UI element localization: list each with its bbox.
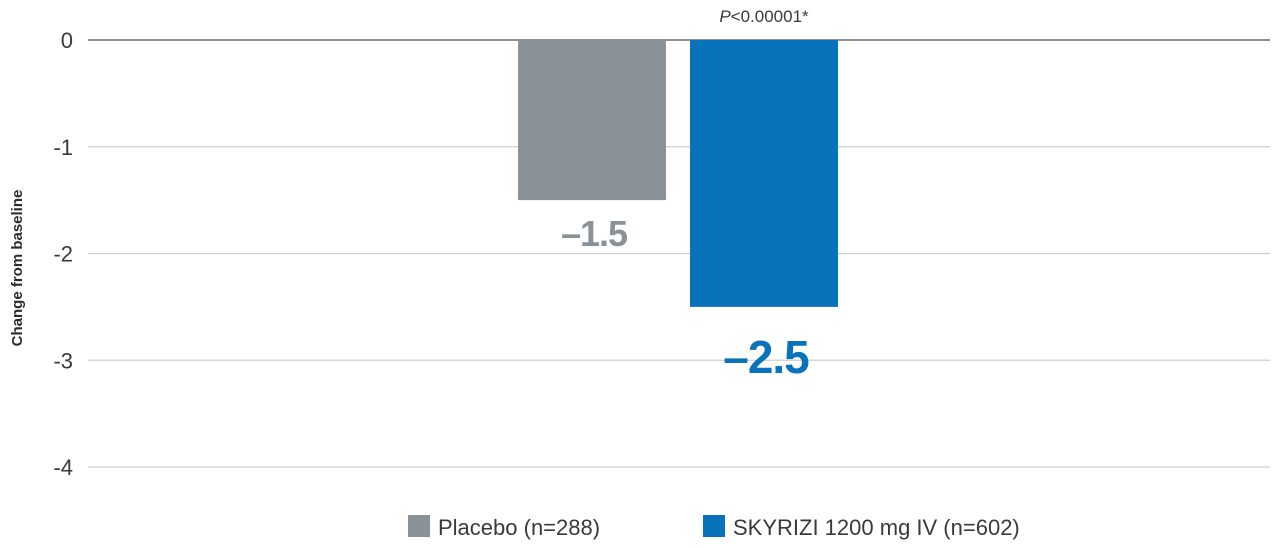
p-value: <0.00001* [731, 7, 809, 26]
y-tick-label: -2 [53, 242, 73, 267]
legend-label: Placebo (n=288) [438, 515, 600, 540]
legend: Placebo (n=288) SKYRIZI 1200 mg IV (n=602… [408, 515, 1020, 540]
gridlines [88, 39, 1270, 468]
p-symbol: P [719, 7, 731, 26]
y-tick-label: -3 [53, 348, 73, 373]
y-tick-label: -4 [53, 455, 73, 480]
bar-value-label: –2.5 [723, 331, 809, 383]
y-axis-label: Change from baseline [9, 190, 26, 347]
legend-swatch [703, 515, 725, 537]
legend-swatch [408, 515, 430, 537]
y-axis-ticks: 0 -1 -2 -3 -4 [53, 28, 73, 480]
y-tick-label: -1 [53, 135, 73, 160]
p-value-annotation: P<0.00001* [719, 7, 809, 26]
y-tick-label: 0 [61, 28, 73, 53]
bar [690, 40, 838, 307]
bar [518, 40, 666, 201]
bar-value-label: –1.5 [561, 213, 628, 254]
legend-label: SKYRIZI 1200 mg IV (n=602) [733, 515, 1020, 540]
bars: –1.5 –2.5 [518, 40, 838, 383]
